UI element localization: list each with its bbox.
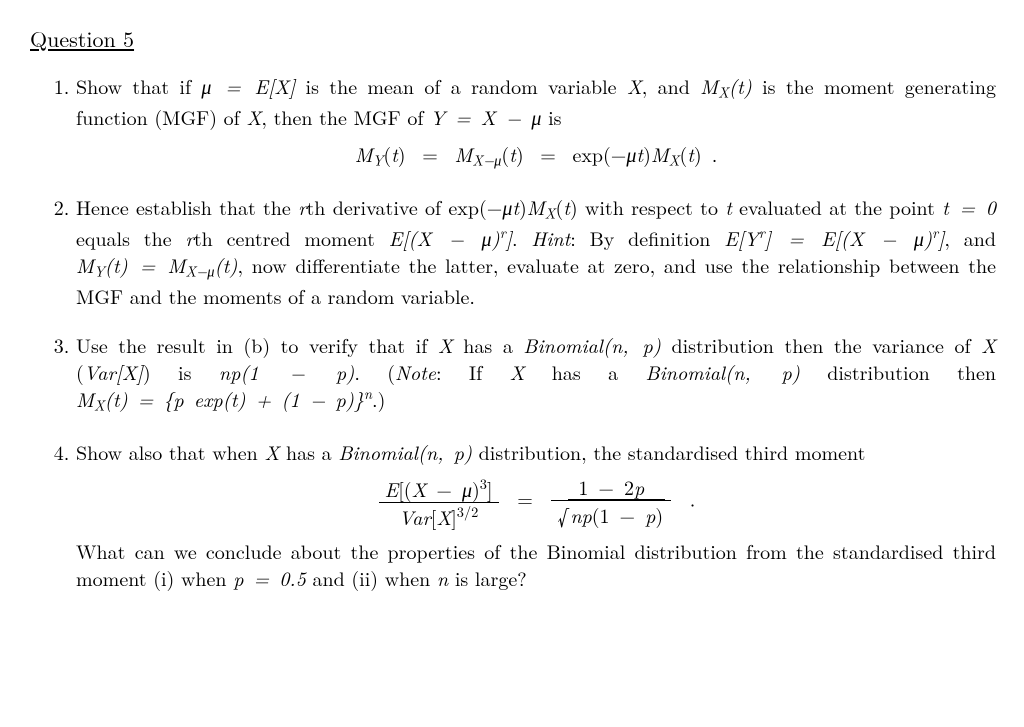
math-VarX: Var[X] [84, 357, 143, 386]
text: is large? [448, 563, 526, 592]
math-binom: Binomial(n, p) [523, 330, 661, 359]
question-heading: Question 5 [30, 24, 996, 54]
question-list: Show that if μ = E[X] is the mean of a r… [28, 72, 996, 592]
math-t0: t = 0 [942, 192, 996, 221]
text: is the mean of a random variable [306, 71, 627, 100]
text: What can we conclude about the propertie… [76, 536, 996, 592]
text: : By definition [570, 223, 724, 252]
list-item-2: Hence establish that the rth derivative … [76, 193, 996, 309]
text: : If [436, 357, 510, 386]
text: has a [524, 357, 645, 386]
text: evaluated at the point [732, 192, 942, 221]
math-mu-eq-ex: μ = E[X] [201, 71, 295, 100]
math-np1mp: np(1 − p) [219, 357, 354, 386]
document-page: Question 5 Show that if μ = E[X] is the … [0, 0, 1024, 653]
text: ) is [143, 357, 219, 386]
text: .) [372, 384, 385, 413]
text: has a [279, 437, 338, 466]
math-MX-binom: MX(t) = {p exp(t) + (1 − p)}n [76, 384, 372, 413]
list-item-1: Show that if μ = E[X] is the mean of a r… [76, 72, 996, 171]
math-binom: Binomial(n, p) [646, 357, 800, 386]
math-X: X [627, 71, 642, 100]
math-MY-eq-MXmu: MY(t) = MX−μ(t) [76, 250, 237, 279]
list-item-3: Use the result in (b) to verify that if … [76, 331, 996, 416]
text: , and [944, 223, 996, 252]
text: th centred moment [194, 223, 389, 252]
math-X: X [264, 437, 279, 466]
text-followup: What can we conclude about the propertie… [76, 537, 996, 591]
math-X: X [510, 357, 525, 386]
text: Use the result in (b) to verify that if [76, 330, 438, 359]
math-X: X [438, 330, 453, 359]
text: distribution then [800, 357, 996, 386]
text: with respect to [578, 192, 726, 221]
text: th derivative of [307, 192, 449, 221]
math-X: X [246, 102, 261, 131]
text: is [548, 102, 561, 131]
math-EYr-eq: E[Yr] = E[(X − μ)r] [724, 223, 944, 252]
text: has a [453, 330, 524, 359]
list-item-4: Show also that when X has a Binomial(n, … [76, 438, 996, 592]
text: and (ii) when [306, 563, 437, 592]
fraction-lhs: E[(X − μ)3] Var[X]3/2 [379, 476, 499, 529]
math-binom: Binomial(n, p) [338, 437, 472, 466]
display-equation-1: MY(t) = MX−μ(t) = exp(−μt)MX(t) . [76, 140, 996, 171]
math-r: r [185, 223, 193, 252]
note-label: Note [395, 357, 436, 386]
fraction-rhs: 1 − 2p √np(1 − p) [551, 475, 671, 530]
math-t: t [725, 192, 732, 221]
text: distribution, the standardised third mom… [472, 437, 865, 466]
math-Y-eq: Y = X − μ [430, 102, 541, 131]
text: , and [642, 71, 700, 100]
math-n: n [437, 563, 448, 592]
math-E-centered-r: E[(X − μ)r] [389, 223, 512, 252]
text: Show that if [76, 71, 201, 100]
text: equals the [76, 223, 185, 252]
text: . ( [354, 357, 395, 386]
math-MXt: MX(t) [700, 71, 752, 100]
text: Show also that when [76, 437, 264, 466]
math-p-half: p = 0.5 [233, 563, 306, 592]
hint-label: Hint [531, 223, 570, 252]
math-r: r [298, 192, 306, 221]
math-X: X [981, 330, 996, 359]
text: distribution then the variance of [661, 330, 981, 359]
text: ( [76, 357, 84, 386]
text: , then the MGF of [261, 102, 430, 131]
display-equation-2: E[(X − μ)3] Var[X]3/2 = 1 − 2p √np(1 − p… [76, 475, 996, 530]
text: Hence establish that the [76, 192, 298, 221]
text: . [512, 223, 531, 252]
